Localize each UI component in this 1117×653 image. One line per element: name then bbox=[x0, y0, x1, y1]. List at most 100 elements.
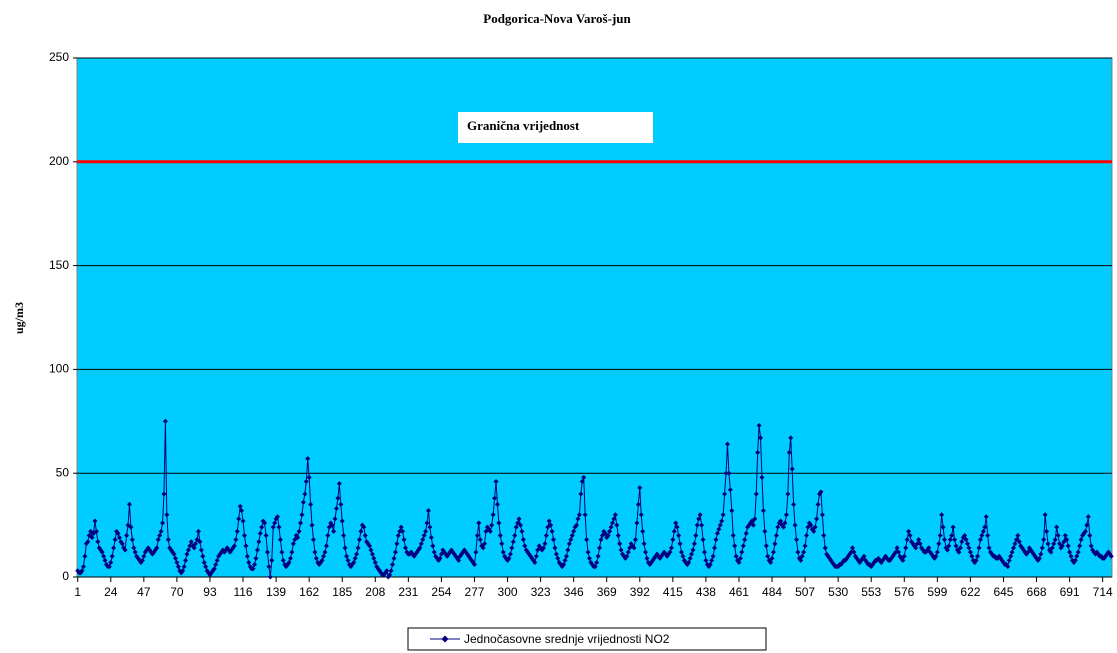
data-point bbox=[162, 418, 168, 424]
data-point bbox=[231, 543, 237, 549]
data-point bbox=[814, 516, 820, 522]
data-point bbox=[1055, 532, 1061, 538]
x-tick-label: 691 bbox=[1060, 585, 1080, 599]
data-point bbox=[80, 564, 86, 570]
data-point bbox=[262, 520, 268, 526]
data-point bbox=[694, 522, 700, 528]
data-point bbox=[253, 555, 259, 561]
data-point bbox=[1054, 524, 1060, 530]
data-point bbox=[108, 559, 114, 565]
data-point bbox=[644, 555, 650, 561]
data-point bbox=[624, 553, 630, 559]
data-point bbox=[903, 545, 909, 551]
data-point bbox=[700, 537, 706, 543]
data-point bbox=[1048, 549, 1054, 555]
data-point bbox=[266, 564, 272, 570]
data-point bbox=[487, 528, 493, 534]
data-point bbox=[89, 535, 95, 541]
data-point bbox=[861, 553, 867, 559]
data-point bbox=[246, 559, 252, 565]
data-point bbox=[1042, 512, 1048, 518]
data-point bbox=[980, 528, 986, 534]
data-point bbox=[801, 549, 807, 555]
data-point bbox=[421, 532, 427, 538]
data-point bbox=[188, 539, 194, 545]
data-point bbox=[944, 547, 950, 553]
data-point bbox=[548, 522, 554, 528]
data-point bbox=[811, 528, 817, 534]
data-point bbox=[195, 528, 201, 534]
data-point bbox=[286, 559, 292, 565]
data-point bbox=[563, 553, 569, 559]
data-point bbox=[312, 549, 318, 555]
data-point bbox=[129, 537, 135, 543]
data-point bbox=[625, 549, 631, 555]
data-point bbox=[781, 524, 787, 530]
data-point bbox=[667, 549, 673, 555]
data-point bbox=[936, 541, 942, 547]
data-point bbox=[321, 553, 327, 559]
data-point bbox=[474, 532, 480, 538]
data-point bbox=[510, 539, 516, 545]
data-point bbox=[122, 547, 128, 553]
data-point bbox=[172, 555, 178, 561]
data-point bbox=[946, 543, 952, 549]
y-axis-label: ug/m3 bbox=[12, 302, 26, 334]
data-point bbox=[737, 555, 743, 561]
data-point bbox=[424, 520, 430, 526]
data-point bbox=[952, 537, 958, 543]
data-point bbox=[240, 518, 246, 524]
data-point bbox=[546, 518, 552, 524]
data-point bbox=[158, 528, 164, 534]
data-point bbox=[851, 549, 857, 555]
plot-area bbox=[76, 57, 1113, 578]
data-point bbox=[594, 559, 600, 565]
data-point bbox=[609, 520, 615, 526]
data-point bbox=[141, 553, 147, 559]
data-point bbox=[112, 537, 118, 543]
data-point bbox=[352, 555, 358, 561]
data-point bbox=[566, 541, 572, 547]
data-point bbox=[597, 545, 603, 551]
data-point bbox=[390, 562, 396, 568]
data-point bbox=[676, 532, 682, 538]
data-point bbox=[788, 435, 794, 441]
data-point bbox=[576, 512, 582, 518]
data-point bbox=[280, 557, 286, 563]
data-point bbox=[306, 474, 312, 480]
data-point bbox=[963, 537, 969, 543]
data-point bbox=[913, 545, 919, 551]
data-point bbox=[942, 537, 948, 543]
data-point bbox=[562, 557, 568, 563]
data-point bbox=[517, 522, 523, 528]
data-point bbox=[906, 528, 912, 534]
data-point bbox=[607, 528, 613, 534]
data-point bbox=[213, 562, 219, 568]
data-point bbox=[720, 512, 726, 518]
data-point bbox=[175, 564, 181, 570]
data-point bbox=[263, 532, 269, 538]
data-point bbox=[719, 518, 725, 524]
x-tick-label: 24 bbox=[104, 585, 118, 599]
data-point bbox=[785, 491, 791, 497]
data-point bbox=[95, 539, 101, 545]
data-point bbox=[456, 557, 462, 563]
data-point bbox=[579, 479, 585, 485]
data-point bbox=[540, 545, 546, 551]
data-point bbox=[332, 516, 338, 522]
data-point bbox=[976, 545, 982, 551]
data-point bbox=[763, 543, 769, 549]
data-point bbox=[786, 449, 792, 455]
data-point bbox=[85, 539, 91, 545]
data-point bbox=[270, 524, 276, 530]
data-point bbox=[782, 520, 788, 526]
data-point bbox=[181, 564, 187, 570]
data-point bbox=[420, 537, 426, 543]
data-point bbox=[581, 474, 587, 480]
data-point bbox=[437, 555, 443, 561]
data-point bbox=[183, 557, 189, 563]
data-point bbox=[131, 545, 137, 551]
data-point bbox=[900, 557, 906, 563]
data-point bbox=[916, 537, 922, 543]
data-point bbox=[384, 568, 390, 574]
